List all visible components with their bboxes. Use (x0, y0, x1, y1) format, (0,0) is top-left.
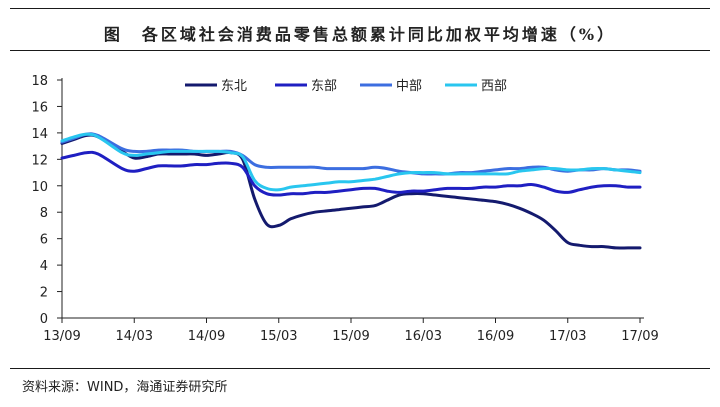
y-tick-label: 10 (31, 180, 48, 195)
x-tick-label: 15/03 (260, 329, 297, 344)
y-tick-label: 0 (40, 312, 48, 327)
series-layer (60, 132, 642, 250)
source-rule (10, 368, 710, 369)
top-rule (10, 8, 710, 9)
y-tick-label: 14 (31, 127, 48, 142)
x-tick-label: 16/03 (405, 329, 442, 344)
chart-title: 图 各区域社会消费品零售总额累计同比加权平均增速（%） (103, 25, 617, 44)
x-tick-label: 15/09 (332, 329, 369, 344)
x-tick-label: 16/09 (477, 329, 514, 344)
x-tick-label: 14/09 (188, 329, 225, 344)
series-line-4 (60, 132, 642, 192)
legend-label: 西部 (481, 79, 507, 94)
y-tick-label: 2 (40, 286, 48, 301)
y-tick-label: 12 (31, 153, 48, 168)
legend-label: 中部 (396, 79, 422, 94)
y-tick-label: 16 (31, 100, 48, 115)
y-tick-label: 4 (40, 259, 48, 274)
y-tick-label: 18 (31, 74, 48, 89)
x-tick-label: 17/03 (549, 329, 586, 344)
y-tick-label: 6 (40, 233, 48, 248)
x-tick-label: 13/09 (43, 329, 80, 344)
y-tick-label: 8 (40, 206, 48, 221)
legend-label: 东部 (311, 79, 337, 94)
legend: 东北 东部 中部 西部 (185, 79, 507, 94)
series-line-1 (60, 133, 642, 250)
title-rule (10, 50, 710, 51)
x-tick-label: 17/09 (621, 329, 658, 344)
series-line-2 (60, 150, 642, 197)
legend-label: 东北 (221, 79, 247, 94)
x-tick-label: 14/03 (116, 329, 153, 344)
source-note: 资料来源：WIND，海通证券研究所 (22, 380, 228, 395)
axes: 0 2 4 6 8 10 12 14 16 18 13/09 14/03 14/09 15/03 15/09… (31, 74, 658, 344)
